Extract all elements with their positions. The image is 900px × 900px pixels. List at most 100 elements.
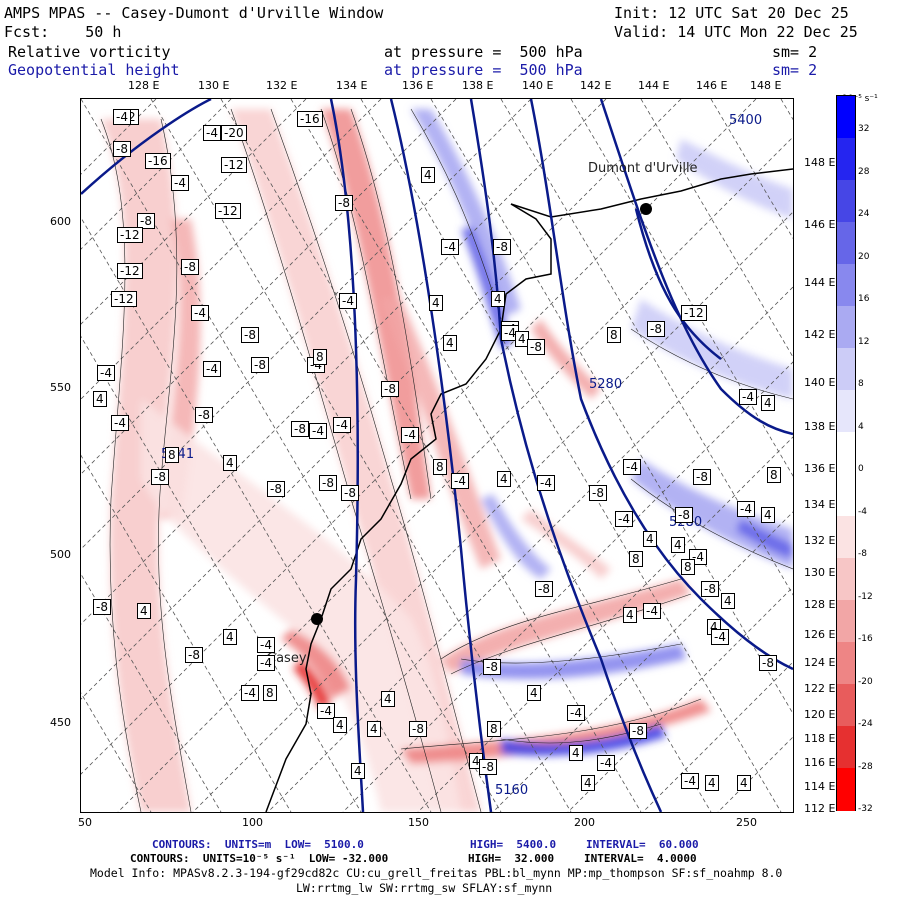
colorbar-segment bbox=[837, 390, 855, 433]
vorticity-label: -8 bbox=[185, 647, 203, 663]
colorbar-label: 4 bbox=[858, 421, 864, 432]
vorticity-label: -8 bbox=[535, 581, 553, 597]
colorbar-segment bbox=[837, 432, 855, 475]
vorticity-label: -8 bbox=[381, 381, 399, 397]
vorticity-label: -8 bbox=[93, 599, 111, 615]
vorticity-label: -8 bbox=[181, 259, 199, 275]
vorticity-label: -4 bbox=[339, 293, 357, 309]
vorticity-label: -4 bbox=[537, 475, 555, 491]
vorticity-label: -8 bbox=[151, 469, 169, 485]
vorticity-label: -8 bbox=[527, 339, 545, 355]
top-lon-label: 130 E bbox=[198, 79, 230, 92]
vorticity-label: 4 bbox=[737, 775, 751, 791]
right-lon-label: 148 E bbox=[804, 156, 836, 169]
vorticity-label: 4 bbox=[491, 291, 505, 307]
vorticity-label: -4 bbox=[615, 511, 633, 527]
right-lon-label: 112 E bbox=[804, 802, 836, 815]
vorticity-label: -8 bbox=[693, 469, 711, 485]
vorticity-label: -4 bbox=[737, 501, 755, 517]
vorticity-label: -4 bbox=[623, 459, 641, 475]
vorticity-label: -4 bbox=[317, 703, 335, 719]
colorbar-segment bbox=[837, 768, 855, 811]
vorticity-label: -12 bbox=[215, 203, 241, 219]
top-lon-label: 148 E bbox=[750, 79, 782, 92]
vorticity-label: 4 bbox=[569, 745, 583, 761]
vorticity-label: 4 bbox=[367, 721, 381, 737]
colorbar-label: 8 bbox=[858, 379, 864, 389]
vorticity-label: 4 bbox=[333, 717, 347, 733]
colorbar-label: 20 bbox=[858, 251, 870, 262]
colorbar-segment bbox=[837, 96, 855, 139]
footer-height-interval: INTERVAL= 60.000 bbox=[586, 838, 699, 851]
vorticity-label: -20 bbox=[221, 125, 247, 141]
field1-level: at pressure = 500 hPa bbox=[384, 43, 583, 61]
vorticity-label: -4 bbox=[203, 125, 221, 141]
vorticity-label: -8 bbox=[479, 759, 497, 775]
vorticity-map[interactable]: Dumont d'Urville Casey 54005280528050415… bbox=[80, 98, 794, 813]
colorbar-label: 12 bbox=[858, 336, 870, 347]
x-axis-label: 100 bbox=[242, 816, 263, 829]
vorticity-label: -4 bbox=[257, 637, 275, 653]
vorticity-label: -8 bbox=[629, 723, 647, 739]
colorbar-label: 16 bbox=[858, 294, 870, 304]
right-lon-label: 146 E bbox=[804, 218, 836, 231]
top-lon-label: 146 E bbox=[696, 79, 728, 92]
colorbar-segment bbox=[837, 222, 855, 265]
colorbar-label: -32 bbox=[858, 804, 873, 814]
colorbar-segment bbox=[837, 684, 855, 727]
x-axis-label: 250 bbox=[736, 816, 757, 829]
station-casey-marker[interactable] bbox=[311, 613, 323, 625]
vorticity-label: 8 bbox=[433, 459, 447, 475]
y-axis-label: 550 bbox=[50, 381, 71, 394]
field1-smoothing: sm= 2 bbox=[772, 43, 818, 61]
vorticity-label: -16 bbox=[145, 153, 171, 169]
right-lon-label: 142 E bbox=[804, 328, 836, 341]
vorticity-label: -4 bbox=[643, 603, 661, 619]
x-axis-label: 200 bbox=[574, 816, 595, 829]
top-lon-label: 138 E bbox=[462, 79, 494, 92]
field2-smoothing: sm= 2 bbox=[772, 61, 818, 79]
station-dumont-marker[interactable] bbox=[640, 203, 652, 215]
colorbar-segment bbox=[837, 264, 855, 307]
vorticity-label: -12 bbox=[221, 157, 247, 173]
vorticity-label: 8 bbox=[165, 447, 179, 463]
height-label: 5280 bbox=[589, 377, 623, 392]
vorticity-label: -8 bbox=[701, 581, 719, 597]
vorticity-label: 4 bbox=[351, 763, 365, 779]
vorticity-label: -8 bbox=[291, 421, 309, 437]
vorticity-label: -8 bbox=[647, 321, 665, 337]
geopotential-height-contours bbox=[81, 99, 793, 812]
vorticity-label: 4 bbox=[223, 455, 237, 471]
vorticity-label: -12 bbox=[117, 263, 143, 279]
colorbar-label: -8 bbox=[858, 549, 867, 559]
vorticity-shading bbox=[101, 109, 793, 812]
vorticity-label: 8 bbox=[629, 551, 643, 567]
vorticity-label: -4 bbox=[241, 685, 259, 701]
coastline-north bbox=[510, 168, 793, 218]
vorticity-label: -8 bbox=[483, 659, 501, 675]
station-label-casey: Casey bbox=[267, 651, 307, 666]
vorticity-label: -4 bbox=[309, 423, 327, 439]
vorticity-label: 4 bbox=[497, 471, 511, 487]
vorticity-label: 8 bbox=[263, 685, 277, 701]
vorticity-label: -4 bbox=[257, 655, 275, 671]
right-lon-label: 128 E bbox=[804, 598, 836, 611]
vorticity-label: 4 bbox=[705, 775, 719, 791]
right-lon-label: 120 E bbox=[804, 708, 836, 721]
top-lon-label: 140 E bbox=[522, 79, 554, 92]
vorticity-label: 4 bbox=[223, 629, 237, 645]
vorticity-label: 4 bbox=[429, 295, 443, 311]
right-lon-label: 130 E bbox=[804, 566, 836, 579]
colorbar-label: -16 bbox=[858, 634, 873, 644]
colorbar-unit: 10⁻⁵ s⁻¹ bbox=[842, 94, 878, 104]
right-lon-label: 122 E bbox=[804, 682, 836, 695]
vorticity-label: 4 bbox=[515, 331, 529, 347]
vorticity-label: -8 bbox=[251, 357, 269, 373]
field2-level: at pressure = 500 hPa bbox=[384, 61, 583, 79]
colorbar-segment bbox=[837, 348, 855, 391]
top-lon-label: 144 E bbox=[638, 79, 670, 92]
vorticity-label: 4 bbox=[381, 691, 395, 707]
footer-vort-high: HIGH= 32.000 bbox=[468, 852, 555, 865]
right-lon-label: 136 E bbox=[804, 462, 836, 475]
colorbar bbox=[836, 95, 856, 811]
